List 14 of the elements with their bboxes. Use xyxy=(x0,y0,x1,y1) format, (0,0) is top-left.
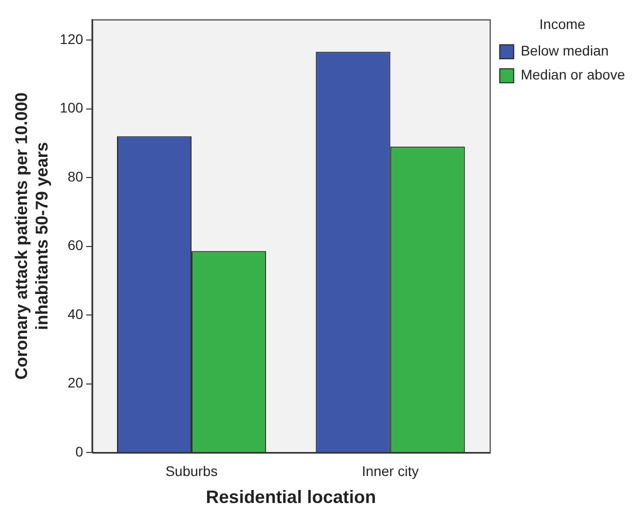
x-tick-label: Suburbs xyxy=(165,462,218,479)
y-tick-label: 20 xyxy=(68,374,84,391)
y-tick-label: 0 xyxy=(75,443,84,460)
y-tick-label: 60 xyxy=(68,237,84,254)
legend-label: Below median xyxy=(520,42,609,59)
y-axis-title: Coronary attack patients per 10.000 inhabitants 50-79 years xyxy=(12,92,52,380)
y-tick-label: 120 xyxy=(60,30,84,47)
y-tick-label: 40 xyxy=(68,306,84,322)
legend-title: Income xyxy=(539,16,586,32)
x-tick-label: Inner city xyxy=(362,462,419,479)
y-tick-label: 100 xyxy=(60,100,84,116)
legend-label: Median or above xyxy=(520,66,626,83)
x-axis-title: Residential location xyxy=(206,487,376,508)
y-tick-label: 80 xyxy=(68,168,84,184)
